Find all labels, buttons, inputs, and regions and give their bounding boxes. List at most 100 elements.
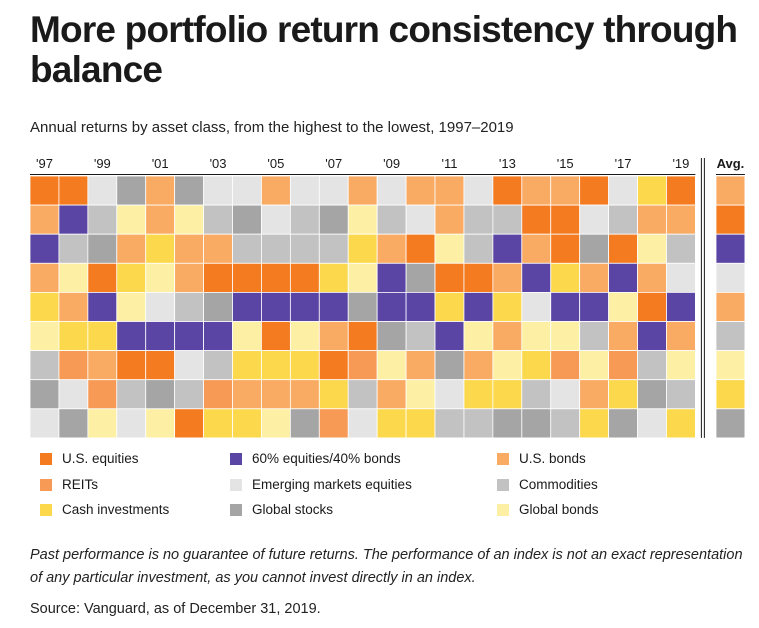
legend-label: REITs xyxy=(62,477,99,492)
heatmap-cell xyxy=(29,408,60,439)
heatmap-cell xyxy=(145,350,176,381)
heatmap-cell xyxy=(434,291,465,322)
heatmap-cell xyxy=(463,204,494,235)
avg-column-label: Avg. xyxy=(717,156,745,171)
heatmap-cell xyxy=(145,262,176,293)
heatmap-cell xyxy=(405,175,436,206)
heatmap-cell xyxy=(434,379,465,410)
heatmap-cell xyxy=(232,350,262,381)
heatmap-cell xyxy=(174,408,204,439)
heatmap-cell xyxy=(579,291,609,322)
heatmap-cell xyxy=(666,379,696,410)
heatmap-cell xyxy=(434,233,465,264)
heatmap-cell xyxy=(289,408,320,439)
heatmap-cell xyxy=(174,321,204,352)
heatmap-cell xyxy=(174,175,204,206)
heatmap-cell xyxy=(318,350,349,381)
heatmap-cell xyxy=(145,379,176,410)
heatmap-cell xyxy=(579,321,609,352)
heatmap-cell xyxy=(405,233,436,264)
heatmap-cell xyxy=(145,408,176,439)
heatmap-cell xyxy=(261,408,291,439)
heatmap-cell xyxy=(145,233,176,264)
heatmap-cell xyxy=(434,175,465,206)
legend-label: U.S. equities xyxy=(62,451,139,466)
avg-cell xyxy=(715,233,746,264)
heatmap-cell xyxy=(492,175,523,206)
heatmap-cell xyxy=(463,291,494,322)
heatmap-cell xyxy=(492,321,523,352)
heatmap-cell xyxy=(29,262,60,293)
heatmap-cell xyxy=(347,291,378,322)
heatmap-cell xyxy=(318,408,349,439)
legend-swatch xyxy=(497,452,509,465)
heatmap-cell xyxy=(637,262,667,293)
heatmap-cell xyxy=(116,379,147,410)
heatmap-cell xyxy=(521,350,552,381)
heatmap-cell xyxy=(261,262,291,293)
heatmap-cell xyxy=(203,204,233,235)
heatmap-cell xyxy=(203,291,233,322)
heatmap-cell xyxy=(87,291,118,322)
heatmap-cell xyxy=(579,262,609,293)
avg-cell xyxy=(715,204,746,235)
avg-cell xyxy=(715,321,746,352)
heatmap-cell xyxy=(289,350,320,381)
heatmap-cell xyxy=(608,204,638,235)
heatmap-cell xyxy=(405,408,436,439)
heatmap-cell xyxy=(203,233,233,264)
heatmap-cell xyxy=(405,350,436,381)
heatmap-cell xyxy=(116,204,147,235)
heatmap-cell xyxy=(203,321,233,352)
heatmap-cell xyxy=(463,233,494,264)
heatmap-cell xyxy=(550,379,581,410)
heatmap-cell xyxy=(174,262,204,293)
heatmap-cell xyxy=(666,291,696,322)
heatmap-cell xyxy=(87,175,118,206)
heatmap-cell xyxy=(232,291,262,322)
heatmap-cell xyxy=(174,233,204,264)
heatmap-cell xyxy=(579,204,609,235)
heatmap-cell xyxy=(550,291,581,322)
heatmap-cell xyxy=(87,204,118,235)
legend-swatch xyxy=(230,503,242,516)
heatmap-cell xyxy=(463,379,494,410)
heatmap-cell xyxy=(318,233,349,264)
heatmap-cell xyxy=(58,350,89,381)
heatmap-cell xyxy=(232,379,262,410)
heatmap-cell xyxy=(637,350,667,381)
heatmap-cell xyxy=(261,291,291,322)
heatmap-cell xyxy=(347,379,378,410)
heatmap-cell xyxy=(550,233,581,264)
legend-item-us-equities: U.S. equities xyxy=(40,451,139,466)
heatmap-cell xyxy=(145,291,176,322)
heatmap-cell xyxy=(232,233,262,264)
heatmap-cell xyxy=(521,379,552,410)
heatmap-cell xyxy=(492,408,523,439)
heatmap-cell xyxy=(608,408,638,439)
legend-swatch xyxy=(497,478,509,491)
avg-cell xyxy=(715,350,746,381)
heatmap-cell xyxy=(58,262,89,293)
x-tick-label: '17 xyxy=(615,156,632,171)
heatmap-cell xyxy=(87,233,118,264)
x-tick-label: '99 xyxy=(94,156,111,171)
heatmap-cell xyxy=(174,350,204,381)
heatmap-cell xyxy=(521,321,552,352)
heatmap-cell xyxy=(289,291,320,322)
heatmap-cell xyxy=(608,291,638,322)
x-tick-label: '15 xyxy=(557,156,574,171)
heatmap-cell xyxy=(29,204,60,235)
source-line: Source: Vanguard, as of December 31, 201… xyxy=(30,601,321,617)
heatmap-cell xyxy=(29,291,60,322)
heatmap-cell xyxy=(347,321,378,352)
heatmap-cell xyxy=(666,350,696,381)
heatmap-cell xyxy=(492,233,523,264)
heatmap-cell xyxy=(492,350,523,381)
legend-swatch xyxy=(40,503,52,516)
heatmap-cell xyxy=(492,204,523,235)
heatmap-cell xyxy=(29,233,60,264)
heatmap-cell xyxy=(463,408,494,439)
heatmap-cell xyxy=(434,408,465,439)
heatmap-cell xyxy=(203,408,233,439)
